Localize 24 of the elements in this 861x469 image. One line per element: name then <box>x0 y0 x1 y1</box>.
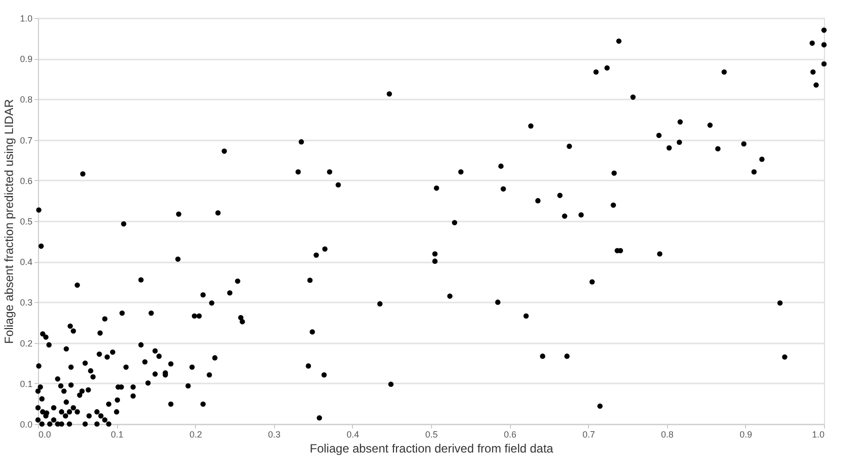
y-tick-label: 0.9 <box>20 54 32 64</box>
y-tick-label: 0.8 <box>20 94 32 105</box>
y-tick-label: 0.3 <box>20 298 32 308</box>
x-tick-label: 0.7 <box>582 430 595 440</box>
x-tick-label: 0.8 <box>661 430 674 440</box>
x-tick-label: 0.5 <box>425 430 438 440</box>
y-tick-label: 1.0 <box>20 14 32 24</box>
y-tick-label: 0.0 <box>20 420 32 430</box>
x-tick-label: 1.0 <box>812 430 824 440</box>
y-tick-label: 0.2 <box>20 338 32 348</box>
y-tick-label: 0.7 <box>20 135 32 146</box>
y-tick-label: 0.6 <box>20 176 32 186</box>
x-axis-title: Foliage absent fraction derived from field data <box>310 442 554 456</box>
x-tick-label: 0.4 <box>346 430 360 440</box>
x-tick-label: 0.9 <box>740 430 752 440</box>
x-tick-label: 0.3 <box>268 430 281 440</box>
y-tick-label: 0.4 <box>20 257 32 268</box>
x-tick-label: 0.1 <box>110 430 124 440</box>
x-tick-label: 0.6 <box>504 430 516 440</box>
x-tick-label: 0.2 <box>189 430 202 440</box>
y-axis-title: Foliage absent fraction predicted using LIDAR <box>2 98 16 344</box>
y-tick-label: 0.5 <box>20 216 32 226</box>
x-tick-label: 0.0 <box>38 430 52 440</box>
y-tick-label: 0.1 <box>20 378 32 389</box>
